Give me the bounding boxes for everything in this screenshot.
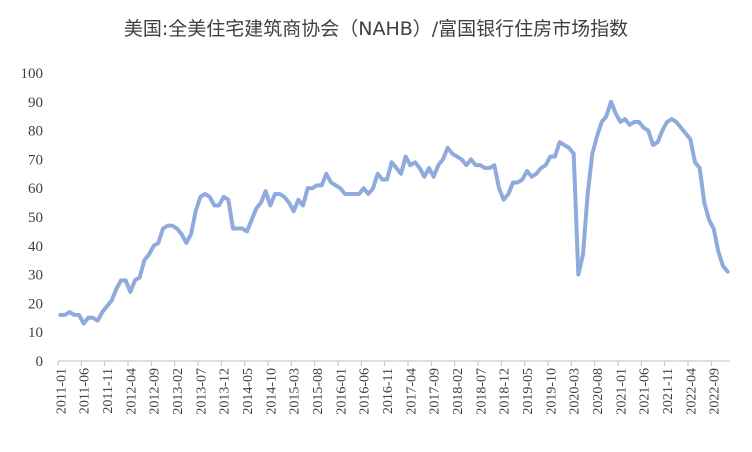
- y-tick-label: 100: [21, 66, 44, 82]
- x-tick-label: 2021-06: [638, 368, 653, 415]
- x-tick-label: 2018-07: [474, 368, 489, 415]
- y-tick-label: 80: [28, 124, 43, 140]
- x-tick-label: 2021-01: [614, 368, 629, 415]
- x-tick-label: 2020-03: [568, 368, 583, 415]
- y-tick-label: 40: [28, 239, 43, 255]
- series-group: [58, 99, 730, 326]
- y-tick-label: 20: [28, 296, 43, 312]
- y-tick-label: 50: [28, 210, 43, 226]
- x-tick-label: 2013-12: [218, 368, 233, 415]
- y-tick-label: 10: [28, 325, 43, 341]
- x-tick-label: 2015-08: [311, 368, 326, 415]
- x-tick-label: 2012-09: [148, 368, 163, 415]
- x-tick-label: 2016-11: [381, 368, 396, 414]
- x-tick-label: 2016-06: [358, 368, 373, 415]
- x-tick-label: 2016-01: [334, 368, 349, 415]
- y-tick-label: 70: [28, 152, 43, 168]
- x-tick-label: 2018-12: [498, 368, 513, 415]
- y-tick-label: 90: [28, 95, 43, 111]
- x-tick-label: 2021-11: [661, 368, 676, 414]
- series-line: [58, 99, 730, 326]
- x-tick-label: 2013-07: [194, 368, 209, 415]
- x-tick-label: 2011-11: [101, 368, 116, 414]
- chart-title: 美国:全美住宅建筑商协会（NAHB）/富国银行住房市场指数: [123, 18, 629, 40]
- y-tick-label: 0: [36, 354, 44, 370]
- x-tick-label: 2015-03: [288, 368, 303, 415]
- y-tick-label: 60: [28, 181, 43, 197]
- x-tick-label: 2013-02: [171, 368, 186, 415]
- x-tick-label: 2018-02: [451, 368, 466, 415]
- x-tick-label: 2022-04: [684, 368, 699, 415]
- x-tick-label: 2022-09: [708, 368, 723, 415]
- x-tick-label: 2011-06: [78, 368, 93, 414]
- x-axis: 2011-01 2011-06 2011-11 2012-04 2012-09 2013-…: [54, 360, 730, 415]
- x-tick-label: 2012-04: [124, 368, 139, 415]
- x-tick-label: 2017-09: [428, 368, 443, 415]
- y-tick-label: 30: [28, 268, 43, 284]
- x-tick-label: 2017-04: [404, 368, 419, 415]
- x-tick-label: 2011-01: [54, 368, 69, 414]
- x-tick-label: 2014-10: [264, 368, 279, 415]
- x-tick-label: 2020-08: [591, 368, 606, 415]
- x-tick-label: 2019-10: [544, 368, 559, 415]
- y-axis: 0 10 20 30 40 50 60 70 80 90 100: [21, 66, 44, 370]
- x-tick-label: 2014-05: [241, 368, 256, 415]
- x-tick-label: 2019-05: [521, 368, 536, 415]
